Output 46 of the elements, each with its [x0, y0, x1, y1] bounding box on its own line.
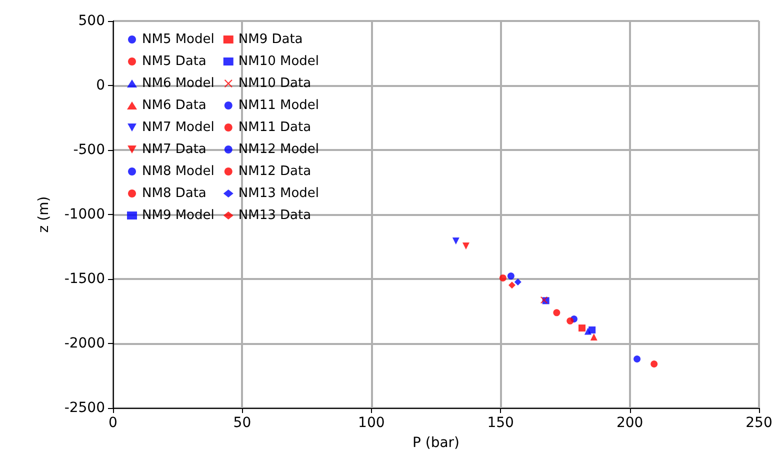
legend-label: NM11 Model: [238, 98, 320, 113]
legend-label: NM8 Data: [142, 186, 206, 201]
x-axis-title: P (bar): [412, 435, 460, 451]
point: [588, 326, 596, 334]
legend-label: NM5 Data: [142, 54, 206, 69]
point: [650, 360, 658, 368]
y-axis-title: z (m): [36, 196, 52, 233]
legend-label: NM9 Data: [238, 32, 303, 47]
legend-label: NM10 Model: [238, 54, 320, 69]
point: [590, 334, 598, 341]
legend-label: NM12 Model: [238, 142, 320, 157]
point: [578, 324, 586, 332]
point: [452, 237, 460, 244]
legend-label: NM13 Data: [238, 208, 312, 223]
legend-label: NM7 Data: [142, 142, 206, 157]
legend-label: NM12 Data: [238, 164, 312, 179]
y-tick-label: 0: [96, 78, 105, 94]
x-tick-label: 150: [487, 415, 514, 431]
legend-label: NM6 Model: [142, 76, 214, 91]
point: [553, 309, 560, 316]
legend-label: NM13 Model: [238, 186, 320, 201]
y-tick-label: -1500: [64, 271, 105, 287]
legend-label: NM8 Model: [142, 164, 214, 179]
x-tick-label: 100: [358, 415, 385, 431]
x-tick-label: 50: [233, 415, 252, 431]
legend-label: NM5 Model: [142, 32, 214, 47]
legend-label: NM9 Model: [142, 208, 214, 223]
point: [634, 355, 641, 362]
legend-label: NM11 Data: [238, 120, 312, 135]
point: [508, 282, 516, 289]
legend-label: NM10 Data: [238, 76, 312, 91]
y-tick-label: -1000: [64, 206, 105, 222]
point: [566, 317, 574, 324]
point: [514, 278, 522, 286]
y-tick-label: -500: [73, 142, 105, 158]
x-tick-label: 0: [108, 415, 118, 431]
y-tick-label: 500: [78, 13, 105, 29]
x-tick-label: 250: [746, 415, 772, 431]
legend-label: NM6 Data: [142, 98, 206, 113]
point: [462, 242, 470, 250]
point: [499, 274, 506, 282]
y-tick-label: -2500: [64, 400, 105, 416]
legend-label: NM7 Model: [142, 120, 214, 135]
y-tick-label: -2000: [64, 336, 105, 352]
x-tick-label: 200: [616, 415, 644, 431]
point: [507, 272, 514, 280]
